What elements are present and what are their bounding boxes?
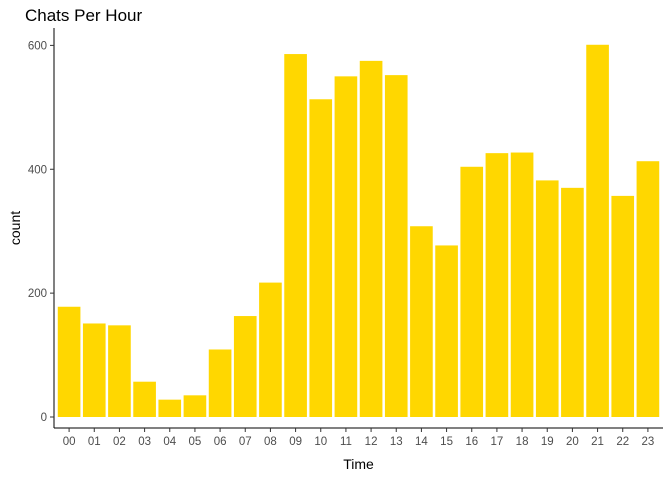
x-tick-label: 20 xyxy=(566,436,579,448)
bar-09 xyxy=(284,54,307,418)
x-tick-label: 12 xyxy=(365,436,378,448)
x-tick-label: 21 xyxy=(591,436,604,448)
bar-13 xyxy=(384,75,408,418)
y-tick-label: 400 xyxy=(28,164,47,176)
bar-22 xyxy=(611,195,635,417)
chart-title: Chats Per Hour xyxy=(25,6,143,25)
x-tick-label: 13 xyxy=(390,436,403,448)
bar-02 xyxy=(108,325,131,417)
bar-04 xyxy=(158,399,182,417)
bar-11 xyxy=(334,76,358,417)
bar-18 xyxy=(510,152,534,418)
bar-01 xyxy=(82,323,106,417)
y-axis-title: count xyxy=(7,211,23,245)
bar-10 xyxy=(309,99,333,418)
bar-23 xyxy=(636,161,660,417)
bar-14 xyxy=(410,226,433,417)
bar-12 xyxy=(359,60,383,418)
bar-00 xyxy=(57,306,81,417)
bar-20 xyxy=(561,187,584,417)
x-tick-label: 23 xyxy=(642,436,655,448)
bar-03 xyxy=(133,381,156,417)
x-tick-label: 02 xyxy=(113,436,126,448)
x-tick-label: 17 xyxy=(491,436,504,448)
y-tick-label: 600 xyxy=(28,40,47,52)
bar-21 xyxy=(586,44,609,418)
bar-07 xyxy=(233,316,257,417)
bar-08 xyxy=(259,282,282,417)
x-axis-title: Time xyxy=(343,456,374,472)
x-tick-label: 15 xyxy=(440,436,453,448)
x-tick-label: 08 xyxy=(264,436,277,448)
bar-05 xyxy=(183,395,207,417)
bars-layer xyxy=(57,44,660,418)
axes-layer xyxy=(50,28,663,432)
x-tick-label: 07 xyxy=(239,436,252,448)
x-tick-label: 06 xyxy=(214,436,227,448)
x-tick-label: 22 xyxy=(616,436,629,448)
bar-15 xyxy=(435,245,458,417)
labels-layer: 0 200 400 600 00 01 02 03 04 05 06 07 08 09 10 11 12 13 14… xyxy=(28,40,654,448)
x-tick-label: 04 xyxy=(163,436,176,448)
bar-19 xyxy=(535,180,559,417)
x-tick-label: 05 xyxy=(189,436,202,448)
x-tick-label: 01 xyxy=(88,436,101,448)
x-tick-label: 18 xyxy=(516,436,529,448)
bar-17 xyxy=(485,153,509,417)
y-tick-label: 0 xyxy=(41,412,47,424)
x-tick-label: 03 xyxy=(138,436,151,448)
x-tick-label: 11 xyxy=(340,436,352,448)
x-tick-label: 19 xyxy=(541,436,554,448)
x-tick-label: 09 xyxy=(289,436,302,448)
y-tick-label: 200 xyxy=(28,288,47,300)
x-tick-label: 16 xyxy=(465,436,478,448)
x-tick-label: 00 xyxy=(63,436,76,448)
x-tick-label: 10 xyxy=(314,436,327,448)
bar-16 xyxy=(460,166,484,417)
x-tick-label: 14 xyxy=(415,436,428,448)
bar-06 xyxy=(208,349,232,417)
